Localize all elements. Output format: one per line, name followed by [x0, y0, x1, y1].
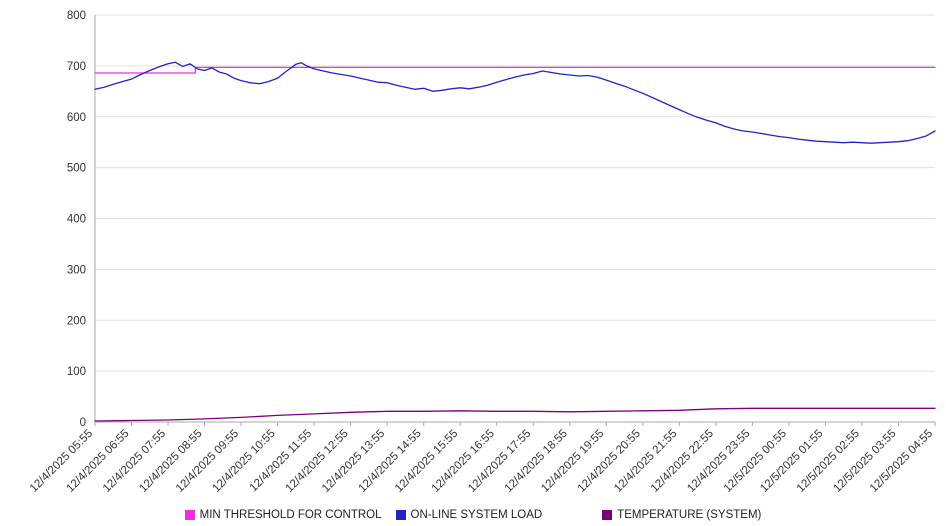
x-tick-label: 12/5/2025 01:55 — [758, 428, 825, 495]
legend-label: TEMPERATURE (SYSTEM) — [617, 509, 762, 521]
x-tick-label: 12/4/2025 15:55 — [393, 428, 460, 495]
legend-swatch-icon — [395, 510, 406, 520]
x-tick-label: 12/4/2025 08:55 — [137, 428, 204, 495]
x-tick-label: 12/4/2025 12:55 — [283, 428, 350, 495]
y-tick-label: 100 — [67, 366, 86, 378]
x-tick-label: 12/4/2025 11:55 — [248, 428, 315, 495]
legend-item-2[interactable]: TEMPERATURE (SYSTEM) — [602, 509, 761, 521]
series-line-1 — [94, 61, 936, 144]
y-tick-label: 400 — [67, 214, 86, 226]
x-tick-label: 12/4/2025 23:55 — [685, 428, 752, 495]
y-tick-label: 300 — [67, 264, 86, 276]
x-tick-label: 12/4/2025 16:55 — [430, 428, 497, 495]
x-tick-label: 12/4/2025 13:55 — [320, 428, 387, 495]
y-tick-label: 0 — [80, 417, 86, 429]
y-tick-label: 700 — [67, 61, 86, 73]
x-tick-label: 12/4/2025 09:55 — [174, 428, 241, 495]
y-tick-label: 600 — [67, 112, 86, 124]
x-tick-label: 12/4/2025 17:55 — [466, 428, 533, 495]
x-tick-label: 12/4/2025 22:55 — [649, 428, 716, 495]
y-tick-label: 500 — [67, 163, 86, 175]
x-tick-label: 12/4/2025 21:55 — [612, 428, 679, 495]
x-tick-label: 12/5/2025 00:55 — [722, 428, 789, 495]
x-tick-label: 12/5/2025 02:55 — [795, 428, 862, 495]
x-tick-label: 12/4/2025 18:55 — [503, 428, 570, 495]
x-tick-label: 12/4/2025 06:55 — [64, 428, 131, 495]
x-tick-label: 12/4/2025 20:55 — [576, 428, 643, 495]
x-tick-label: 12/4/2025 10:55 — [210, 428, 277, 495]
x-tick-label: 12/4/2025 07:55 — [101, 428, 168, 495]
legend-swatch-icon — [184, 510, 195, 520]
legend-label: ON-LINE SYSTEM LOAD — [410, 509, 543, 521]
x-tick-label: 12/4/2025 19:55 — [539, 428, 606, 495]
y-tick-label: 200 — [67, 315, 86, 327]
x-tick-label: 12/4/2025 05:55 — [28, 428, 95, 495]
chart-legend: MIN THRESHOLD FOR CONTROL ON-LINE SYSTEM … — [0, 509, 946, 521]
x-tick-label: 12/5/2025 04:55 — [868, 428, 935, 495]
legend-item-0[interactable]: MIN THRESHOLD FOR CONTROL — [184, 509, 382, 521]
legend-item-1[interactable]: ON-LINE SYSTEM LOAD — [395, 509, 543, 521]
legend-swatch-icon — [602, 510, 613, 520]
x-tick-label: 12/5/2025 03:55 — [831, 428, 898, 495]
x-tick-label: 12/4/2025 14:55 — [357, 428, 424, 495]
legend-label: MIN THRESHOLD FOR CONTROL — [199, 509, 382, 521]
series-line-2 — [94, 407, 936, 422]
y-tick-label: 800 — [67, 10, 86, 22]
